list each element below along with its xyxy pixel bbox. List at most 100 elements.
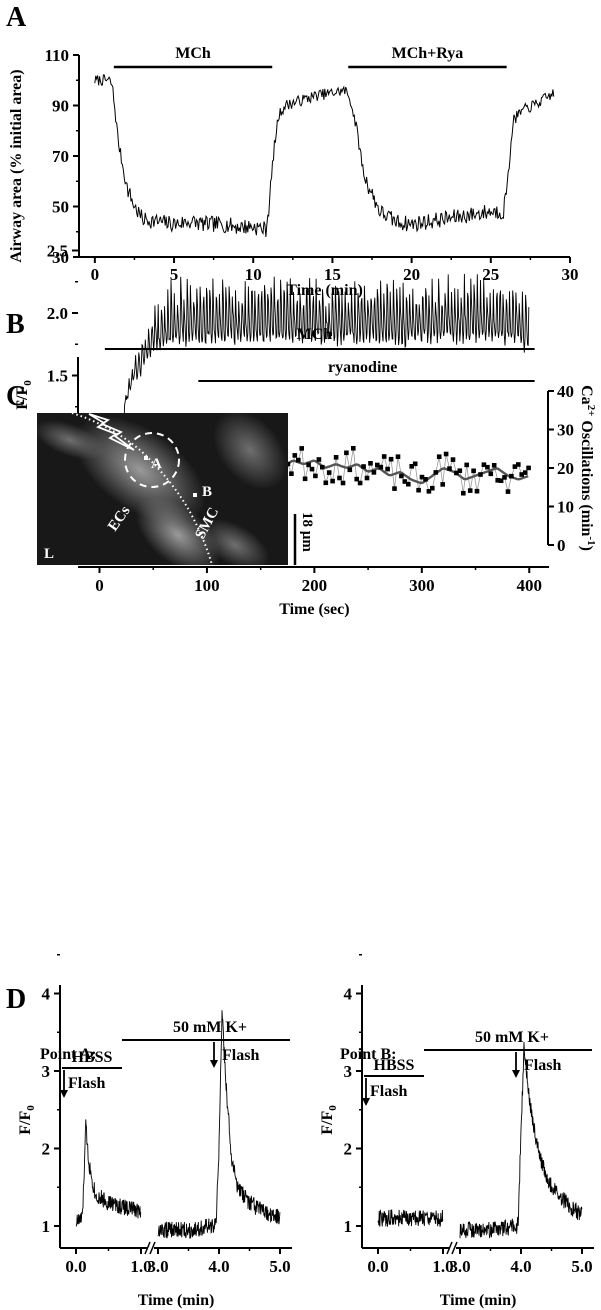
panel-label-d: D bbox=[6, 984, 26, 1015]
frequency-point bbox=[354, 476, 359, 482]
frequency-point bbox=[309, 466, 315, 472]
fluorescence-line bbox=[99, 273, 530, 443]
frequency-point bbox=[471, 468, 476, 474]
point-b-marker bbox=[193, 493, 197, 497]
frequency-point bbox=[498, 478, 504, 483]
point-a-label: A bbox=[151, 456, 162, 472]
frequency-point bbox=[323, 480, 329, 486]
frequency-point bbox=[481, 462, 487, 467]
endothelial-cell-glow-lower bbox=[135, 496, 221, 565]
frequency-point bbox=[399, 473, 404, 479]
frequency-point bbox=[433, 470, 439, 475]
panel-label-b: B bbox=[6, 309, 25, 340]
y-tick-label: 4 bbox=[42, 985, 51, 1004]
frequency-point bbox=[491, 463, 497, 468]
frequency-point bbox=[289, 471, 294, 476]
subplot-title: Point A: bbox=[40, 1046, 96, 1063]
hbss-label: HBSS bbox=[374, 1057, 415, 1074]
y-axis-label-left: F/F0 bbox=[14, 380, 34, 410]
background-glow bbox=[37, 420, 107, 460]
frequency-point bbox=[436, 454, 442, 459]
frequency-point bbox=[406, 481, 411, 487]
frequency-point bbox=[443, 451, 449, 457]
y-tick-label: 1 bbox=[42, 1217, 51, 1236]
flash-label: Flash bbox=[68, 1075, 105, 1092]
x-tick-label: 5.0 bbox=[269, 1257, 290, 1276]
y-tick-label-right: 0 bbox=[557, 536, 566, 555]
x-tick-label: 5.0 bbox=[571, 1257, 592, 1276]
subscript: 0 bbox=[25, 1105, 37, 1111]
frequency-point bbox=[392, 486, 397, 491]
flash-label: Flash bbox=[370, 1083, 407, 1100]
frequency-point bbox=[296, 457, 301, 463]
chart-panel-a: 30 50 70 90 110 0 5 10 15 20 25 30 Time (min) Airway … bbox=[8, 45, 579, 299]
frequency-point bbox=[454, 470, 459, 476]
frequency-point bbox=[519, 472, 524, 477]
frequency-point bbox=[426, 489, 432, 494]
y-axis-label: F/F0 bbox=[17, 1105, 37, 1135]
high-k-label: 50 mM K+ bbox=[475, 1029, 549, 1046]
frequency-point bbox=[423, 477, 428, 482]
y-tick-label-right: 30 bbox=[557, 421, 574, 440]
x-tick-label: 3.0 bbox=[147, 1257, 168, 1276]
frequency-point bbox=[368, 461, 373, 466]
flash-arrow-icon bbox=[362, 1098, 370, 1106]
frequency-point bbox=[447, 466, 452, 471]
y-tick-label: 70 bbox=[52, 147, 69, 166]
frequency-point bbox=[440, 482, 445, 487]
scale-bar-label: 18 µm bbox=[299, 512, 315, 552]
x-tick-label: 10 bbox=[245, 265, 262, 284]
panel-label-c: C bbox=[6, 381, 26, 412]
label-part: ) bbox=[578, 546, 595, 551]
y-axis-label-right: Ca2+ Oscillations (min-1) bbox=[578, 385, 597, 551]
frequency-point bbox=[505, 489, 511, 494]
label-part: 2+ bbox=[585, 405, 597, 417]
frequency-point bbox=[412, 461, 418, 467]
axis-break-mark bbox=[144, 1241, 151, 1255]
x-tick-label: 1.0 bbox=[432, 1257, 453, 1276]
frequency-point bbox=[526, 465, 531, 471]
y-tick-label: 3 bbox=[42, 1062, 51, 1081]
frequency-point bbox=[385, 466, 390, 472]
frequency-point bbox=[485, 464, 490, 470]
frequency-point bbox=[313, 473, 318, 479]
x-tick-label: 4.0 bbox=[208, 1257, 229, 1276]
frequency-point bbox=[512, 464, 518, 469]
flash-arrow-icon bbox=[512, 1070, 520, 1078]
x-tick-label: 20 bbox=[403, 265, 420, 284]
frequency-point bbox=[388, 456, 394, 462]
flash-label: Flash bbox=[524, 1057, 561, 1074]
frequency-point bbox=[457, 468, 463, 473]
point-a-marker bbox=[144, 456, 148, 460]
frequency-point bbox=[381, 454, 387, 459]
high-k-label: 50 mM K+ bbox=[173, 1019, 247, 1036]
x-tick-label: 4.0 bbox=[510, 1257, 531, 1276]
label-part: Ca bbox=[578, 385, 595, 405]
trace-segment-high-k bbox=[157, 1010, 281, 1239]
frequency-point bbox=[474, 488, 480, 494]
frequency-point bbox=[495, 478, 500, 483]
x-tick-label: 3.0 bbox=[449, 1257, 470, 1276]
frequency-point bbox=[509, 473, 514, 479]
x-tick-label: 200 bbox=[302, 576, 328, 595]
x-tick-label: 30 bbox=[562, 265, 579, 284]
axis-break-mark bbox=[451, 1241, 458, 1255]
treatment-label: MCh+Rya bbox=[392, 45, 464, 62]
chart-panel-d-point-b: Point B: 1 2 3 4 F/F0 0.0 1.03.0 4.0 5.0 Time (min… bbox=[319, 954, 594, 1309]
y-tick-label-left: 2.5 bbox=[47, 242, 68, 261]
flash-label: Flash bbox=[222, 1047, 259, 1064]
frequency-point bbox=[299, 446, 304, 451]
x-axis-label: Time (min) bbox=[286, 282, 363, 299]
frequency-point bbox=[502, 475, 507, 480]
frequency-point bbox=[488, 471, 494, 477]
x-tick-label: 300 bbox=[409, 576, 435, 595]
smooth-muscle-glow-lower bbox=[200, 519, 270, 565]
x-tick-label: 0 bbox=[91, 265, 100, 284]
flash-arrow-icon bbox=[60, 1090, 68, 1098]
y-tick-label: 3 bbox=[344, 1062, 353, 1081]
frequency-point bbox=[361, 464, 366, 469]
y-tick-label-right: 40 bbox=[557, 382, 574, 401]
y-tick-label: 2 bbox=[344, 1140, 353, 1159]
smooth-muscle-glow bbox=[213, 413, 287, 490]
